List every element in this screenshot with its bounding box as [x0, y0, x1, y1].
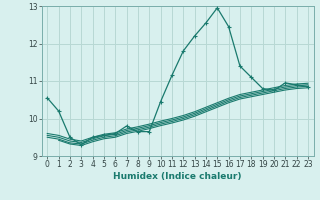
X-axis label: Humidex (Indice chaleur): Humidex (Indice chaleur) — [113, 172, 242, 181]
